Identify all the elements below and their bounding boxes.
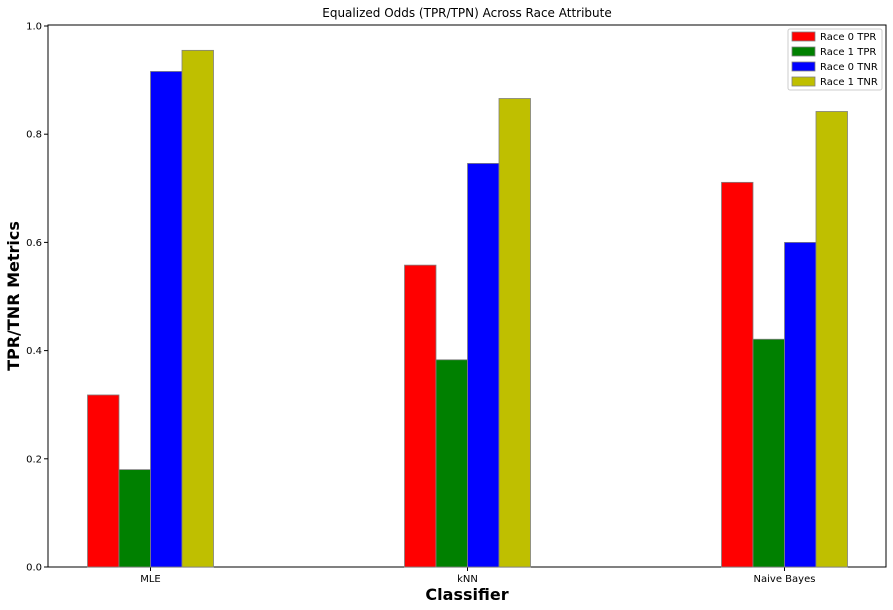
y-tick-label: 0.6 bbox=[26, 238, 42, 249]
bar-race-0-tnr-mle bbox=[150, 71, 183, 568]
y-tick-label: 0.4 bbox=[26, 346, 42, 357]
bar-race-0-tnr-knn bbox=[467, 163, 500, 568]
legend-label: Race 1 TNR bbox=[820, 77, 878, 88]
legend-label: Race 0 TNR bbox=[820, 62, 878, 73]
y-tick-label: 0.0 bbox=[26, 563, 42, 574]
chart-title: Equalized Odds (TPR/TPN) Across Race Att… bbox=[322, 6, 612, 20]
bar-race-1-tpr-knn bbox=[435, 359, 468, 568]
bar-race-0-tpr-knn bbox=[404, 264, 437, 568]
y-axis-label: TPR/TNR Metrics bbox=[4, 221, 23, 371]
bar-race-1-tpr-mle bbox=[118, 469, 151, 568]
legend-swatch bbox=[791, 31, 816, 42]
x-tick-label: Naive Bayes bbox=[754, 574, 816, 585]
legend: Race 0 TPR Race 1 TPR Race 0 TNR Race 1 TNR bbox=[787, 28, 883, 91]
legend-box bbox=[787, 28, 883, 91]
bar-race-1-tnr-knn bbox=[498, 98, 531, 568]
legend-label: Race 0 TPR bbox=[820, 32, 876, 43]
bar-race-0-tnr-naive-bayes bbox=[784, 241, 817, 568]
y-tick-label: 1.0 bbox=[26, 22, 42, 33]
legend-label: Race 1 TPR bbox=[820, 47, 876, 58]
bar-race-1-tnr-mle bbox=[181, 49, 214, 568]
x-tick-label: MLE bbox=[140, 574, 161, 585]
y-tick-label: 0.2 bbox=[26, 454, 42, 465]
y-axis: 0.0 0.2 0.4 0.6 0.8 1.0 bbox=[26, 22, 48, 574]
legend-swatch bbox=[791, 46, 816, 57]
bar-race-1-tnr-naive-bayes bbox=[815, 111, 848, 568]
legend-swatch bbox=[791, 61, 816, 72]
bar-race-0-tpr-naive-bayes bbox=[721, 181, 754, 568]
y-tick-label: 0.8 bbox=[26, 130, 42, 141]
x-tick-label: kNN bbox=[457, 574, 478, 585]
x-axis: MLE kNN Naive Bayes bbox=[140, 567, 815, 585]
bars-group bbox=[87, 49, 848, 568]
bar-race-0-tpr-mle bbox=[87, 394, 120, 568]
bar-race-1-tpr-naive-bayes bbox=[752, 338, 785, 568]
x-axis-label: Classifier bbox=[425, 585, 508, 604]
legend-swatch bbox=[791, 76, 816, 87]
